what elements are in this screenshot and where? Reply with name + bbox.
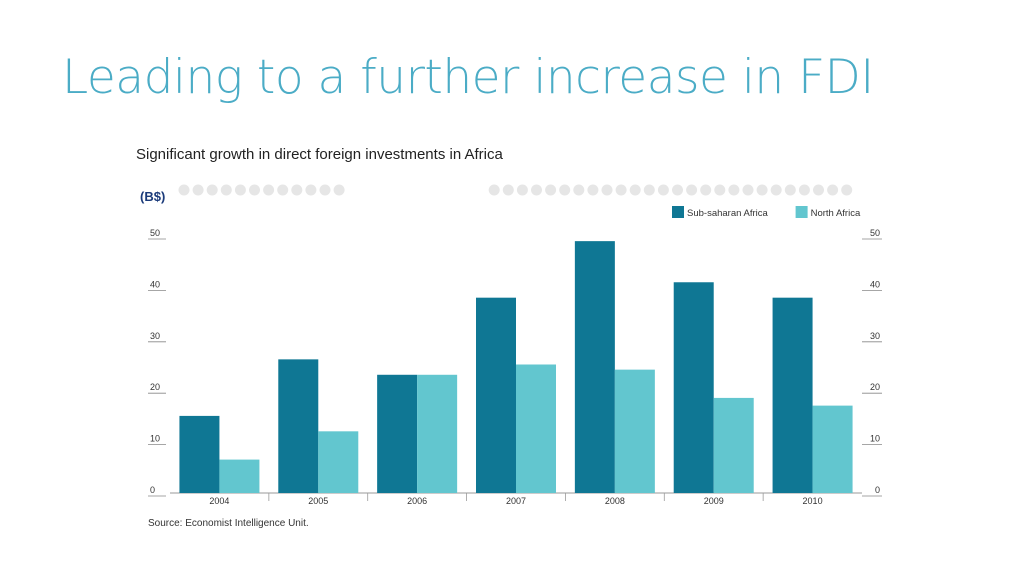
header-dot: [615, 184, 627, 196]
bar-north-africa-2004: [219, 459, 260, 493]
slide-subtitle: Significant growth in direct foreign inv…: [136, 146, 503, 163]
header-dot: [277, 184, 289, 196]
legend-label: Sub-saharan Africa: [687, 208, 769, 219]
bar-sub-saharan-africa-2006: [377, 374, 418, 493]
y-tick-label-left: 30: [150, 331, 160, 341]
header-dot: [798, 184, 810, 196]
bar-sub-saharan-africa-2009: [673, 282, 714, 493]
chart-legend: Sub-saharan Africa North Africa: [672, 206, 861, 219]
header-dot: [545, 184, 557, 196]
header-dot: [643, 184, 655, 196]
header-dot: [714, 184, 726, 196]
header-dot: [657, 184, 669, 196]
header-dot: [784, 184, 796, 196]
y-tick-label-left: 0: [150, 485, 155, 495]
header-dot: [601, 184, 613, 196]
y-tick-label-left: 50: [150, 228, 160, 238]
y-tick-label-right: 10: [870, 434, 880, 444]
y-tick-label-left: 20: [150, 382, 160, 392]
legend-swatch: [795, 206, 808, 218]
header-dot: [234, 184, 246, 196]
header-dot: [291, 184, 303, 196]
header-dot: [841, 184, 853, 196]
fdi-bar-chart: (B$) Sub-saharan Africa North Africa 0 0 10…: [140, 184, 882, 529]
header-dot: [827, 184, 839, 196]
y-tick-label-right: 50: [870, 228, 880, 238]
x-tick-label: 2006: [407, 496, 427, 506]
chart-bars: [179, 241, 853, 493]
header-dot: [206, 184, 218, 196]
header-dot: [263, 184, 275, 196]
header-dot: [531, 184, 542, 196]
bar-north-africa-2006: [417, 374, 458, 493]
header-dot: [249, 184, 260, 196]
header-dot: [573, 184, 585, 196]
bar-sub-saharan-africa-2005: [278, 359, 319, 493]
header-dot: [192, 184, 204, 196]
bar-sub-saharan-africa-2010: [772, 297, 813, 493]
y-tick-label-left: 10: [150, 434, 160, 444]
bar-sub-saharan-africa-2007: [476, 297, 516, 493]
y-tick-label-left: 40: [150, 279, 160, 289]
header-dot: [728, 184, 740, 196]
x-tick-label: 2010: [803, 496, 823, 506]
header-dot: [488, 184, 500, 196]
header-dot: [319, 184, 331, 196]
x-tick-label: 2007: [506, 496, 526, 506]
x-tick-label: 2008: [605, 496, 625, 506]
bar-north-africa-2007: [516, 364, 556, 493]
y-tick-label-right: 20: [870, 382, 880, 392]
bar-north-africa-2010: [812, 405, 853, 493]
header-dot: [629, 184, 641, 196]
header-dot: [686, 184, 698, 196]
unit-label: (B$): [140, 189, 165, 204]
header-dot: [502, 184, 514, 196]
header-dot: [178, 184, 190, 196]
header-dot: [742, 184, 754, 196]
x-tick-label: 2004: [209, 496, 229, 506]
header-dot: [672, 184, 683, 196]
header-dot: [587, 184, 599, 196]
chart-header-band: [178, 184, 853, 196]
header-dot: [700, 184, 712, 196]
bar-north-africa-2005: [318, 431, 359, 493]
header-dot: [220, 184, 232, 196]
chart-container: (B$) Sub-saharan Africa North Africa 0 0 10…: [122, 180, 892, 540]
header-dot: [559, 184, 571, 196]
legend-label: North Africa: [811, 208, 861, 219]
bar-north-africa-2009: [713, 397, 754, 493]
x-tick-label: 2005: [308, 496, 328, 506]
bar-sub-saharan-africa-2008: [574, 241, 615, 493]
x-tick-label: 2009: [704, 496, 724, 506]
header-dot: [333, 184, 345, 196]
header-dot: [516, 184, 528, 196]
bar-north-africa-2008: [614, 369, 655, 493]
y-tick-label-right: 40: [870, 279, 880, 289]
slide-title: Leading to a further increase in FDI: [62, 50, 874, 105]
legend-swatch: [672, 206, 684, 218]
x-axis-labels: 2004 2005 2006 2007 2008 2009 2010: [209, 493, 823, 506]
chart-source: Source: Economist Intelligence Unit.: [148, 518, 309, 529]
header-dot: [813, 184, 824, 196]
header-dot: [305, 184, 317, 196]
y-tick-label-right: 30: [870, 331, 880, 341]
y-tick-label-right: 0: [875, 485, 880, 495]
header-dot: [770, 184, 782, 196]
bar-sub-saharan-africa-2004: [179, 415, 220, 493]
header-dot: [756, 184, 768, 196]
